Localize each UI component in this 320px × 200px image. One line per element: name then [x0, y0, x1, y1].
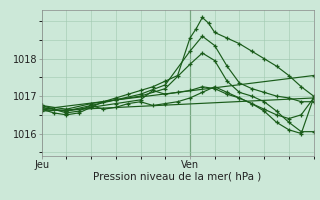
X-axis label: Pression niveau de la mer( hPa ): Pression niveau de la mer( hPa )	[93, 172, 262, 182]
